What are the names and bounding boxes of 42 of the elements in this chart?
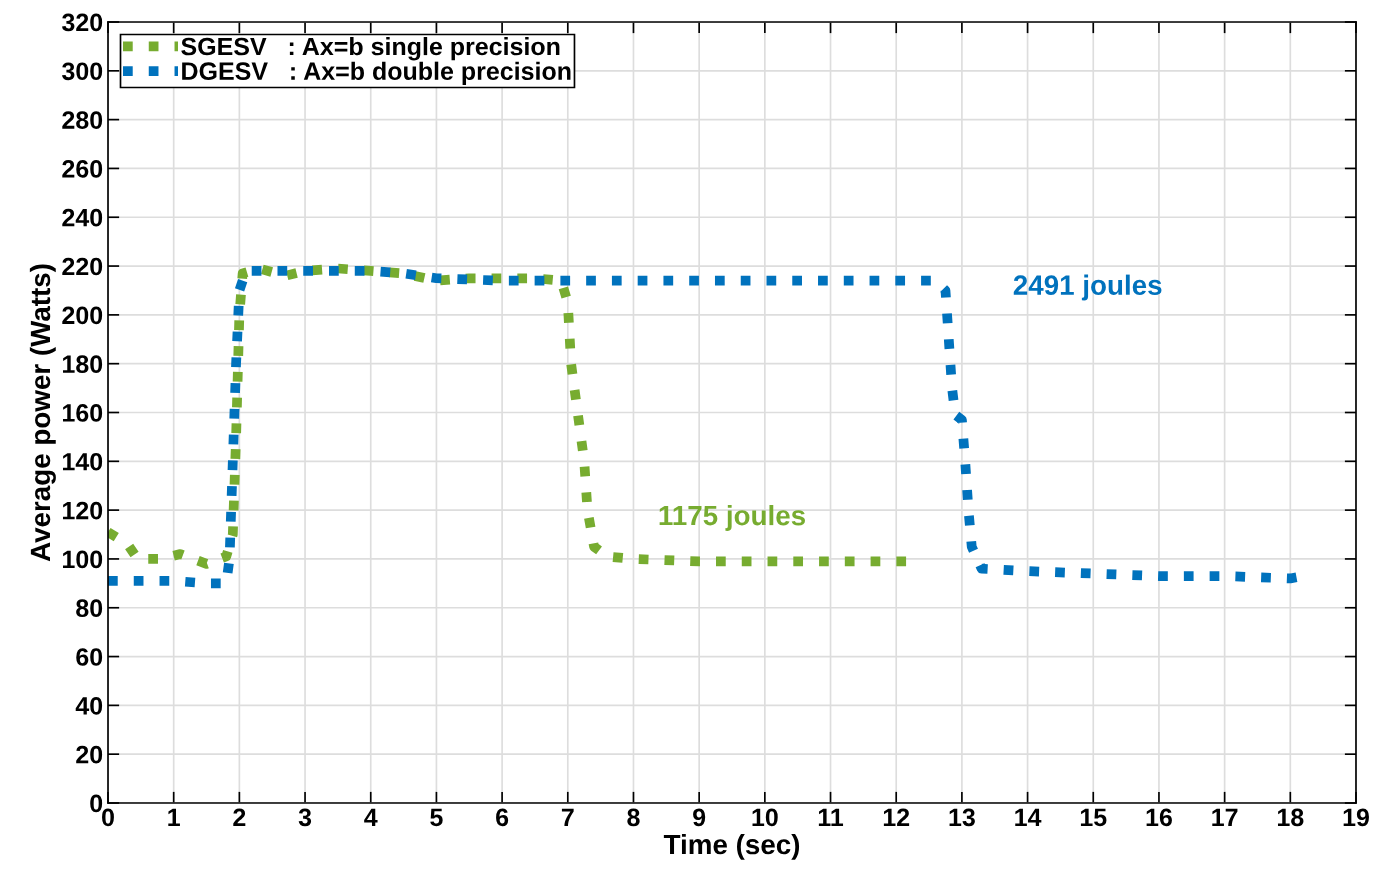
x-tick-label: 10	[752, 808, 778, 827]
x-tick-label: 11	[818, 808, 844, 826]
x-tick-label: 4	[364, 808, 378, 826]
x-tick-label: 16	[1146, 808, 1172, 827]
y-axis-title: Average power (Watts)	[29, 264, 56, 562]
x-tick-label: 2	[233, 808, 246, 826]
y-tick-label: 0	[90, 794, 103, 813]
y-tick-label: 40	[75, 696, 103, 715]
y-tick-label: 220	[62, 257, 103, 276]
y-tick-label: 60	[76, 648, 103, 666]
x-tick-label: 18	[1277, 808, 1304, 827]
x-tick-label: 19	[1343, 808, 1369, 827]
y-tick-label: 140	[63, 452, 103, 471]
legend-label: SGESV : Ax=b single precision	[181, 37, 560, 61]
x-tick-label: 7	[561, 808, 574, 826]
y-tick-label: 280	[62, 111, 103, 129]
y-tick-label: 260	[62, 160, 103, 178]
x-tick-label: 12	[883, 808, 910, 826]
x-tick-label: 3	[298, 808, 312, 827]
x-tick-label: 1	[168, 808, 180, 826]
x-axis-title: Time (sec)	[663, 833, 800, 860]
x-tick-label: 17	[1212, 808, 1238, 826]
x-tick-label: 5	[430, 808, 443, 827]
y-tick-label: 120	[63, 501, 103, 520]
annotation: 2491 joules	[1013, 274, 1162, 301]
y-tick-label: 200	[62, 306, 103, 325]
annotation: 1175 joules	[659, 504, 805, 531]
y-tick-label: 160	[63, 404, 103, 422]
y-tick-label: 20	[76, 745, 103, 764]
x-tick-label: 8	[627, 808, 640, 827]
y-tick-label: 320	[62, 13, 103, 32]
x-tick-label: 15	[1080, 808, 1107, 827]
x-tick-label: 9	[693, 808, 706, 827]
y-tick-label: 180	[63, 355, 103, 373]
y-tick-label: 300	[62, 62, 103, 81]
x-tick-label: 13	[949, 808, 975, 827]
y-tick-label: 240	[62, 208, 103, 227]
x-tick-label: 14	[1015, 808, 1042, 826]
x-tick-label: 6	[496, 808, 509, 827]
legend-label: DGESV : Ax=b double precision	[182, 61, 571, 85]
y-tick-label: 100	[63, 550, 103, 569]
y-tick-label: 80	[76, 599, 103, 618]
